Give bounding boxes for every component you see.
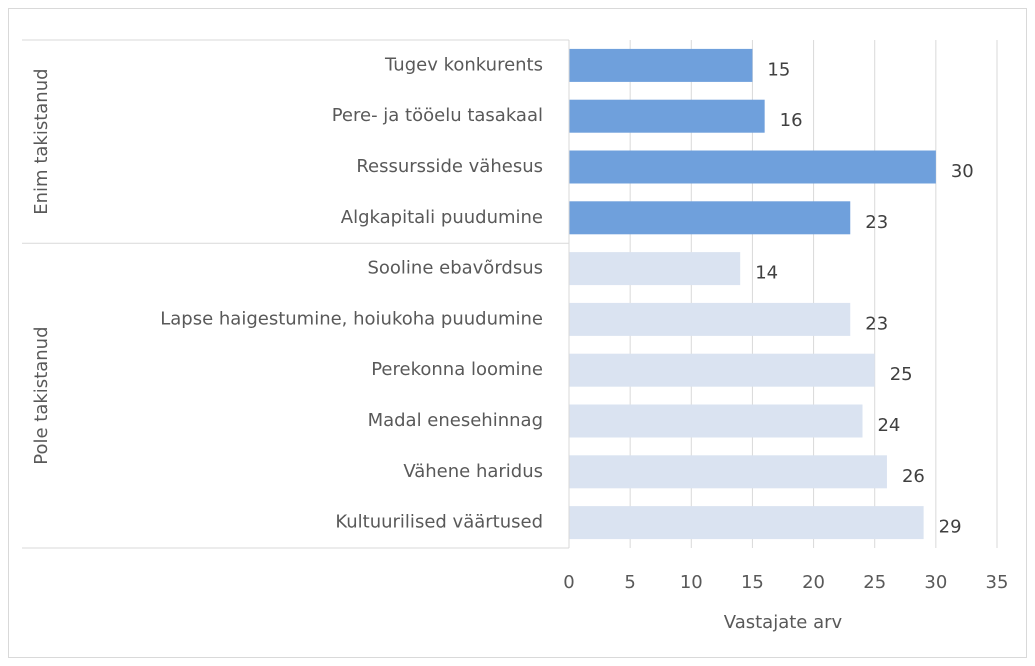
x-axis-title: Vastajate arv bbox=[724, 612, 843, 633]
x-tick-label: 5 bbox=[624, 572, 635, 593]
x-tick-label: 15 bbox=[741, 572, 764, 593]
y-tick-label: Sooline ebavõrdsus bbox=[367, 258, 543, 279]
data-label: 29 bbox=[939, 517, 962, 538]
data-label: 26 bbox=[902, 466, 925, 487]
y-tick-label: Algkapitali puudumine bbox=[341, 207, 543, 228]
data-label: 25 bbox=[890, 364, 913, 385]
y-tick-label: Kultuurilised väärtused bbox=[335, 512, 543, 533]
y-tick-label: Pere- ja tööelu tasakaal bbox=[332, 105, 543, 126]
x-tick-label: 10 bbox=[680, 572, 703, 593]
y-tick-label: Perekonna loomine bbox=[371, 359, 543, 380]
x-tick-label: 30 bbox=[924, 572, 947, 593]
bar bbox=[569, 302, 851, 336]
chart-border bbox=[8, 8, 1027, 658]
y-tick-label: Tugev konkurents bbox=[384, 54, 543, 75]
bar bbox=[569, 353, 875, 387]
group-label: Enim takistanud bbox=[31, 68, 52, 214]
x-tick-label: 20 bbox=[802, 572, 825, 593]
y-tick-label: Vähene haridus bbox=[403, 461, 543, 482]
x-tick-label: 0 bbox=[563, 572, 574, 593]
data-label: 16 bbox=[780, 110, 803, 131]
bar bbox=[569, 506, 924, 540]
bar bbox=[569, 252, 741, 286]
bar bbox=[569, 150, 936, 184]
x-tick-label: 35 bbox=[986, 572, 1009, 593]
y-tick-label: Ressursside vähesus bbox=[356, 156, 543, 177]
bar bbox=[569, 99, 765, 133]
y-tick-label: Lapse haigestumine, hoiukoha puudumine bbox=[160, 308, 543, 329]
x-tick-label: 25 bbox=[863, 572, 886, 593]
bar bbox=[569, 48, 753, 82]
bar bbox=[569, 455, 887, 489]
bar bbox=[569, 201, 851, 235]
bar bbox=[569, 404, 863, 438]
group-label: Pole takistanud bbox=[31, 326, 52, 464]
y-tick-label: Madal enesehinnag bbox=[368, 410, 543, 431]
data-label: 14 bbox=[755, 263, 778, 284]
data-label: 23 bbox=[865, 313, 888, 334]
data-label: 15 bbox=[767, 59, 790, 80]
data-label: 23 bbox=[865, 212, 888, 233]
data-label: 30 bbox=[951, 161, 974, 182]
data-label: 24 bbox=[877, 415, 900, 436]
